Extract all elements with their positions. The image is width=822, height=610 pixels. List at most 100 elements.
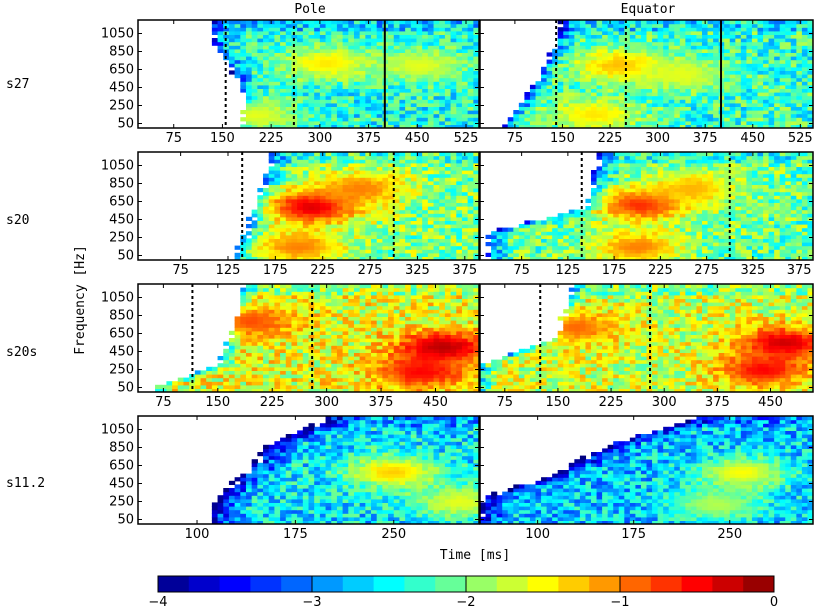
spectrogram-cell <box>729 99 736 104</box>
spectrogram-cell <box>456 249 463 254</box>
y-axis-label: Frequency [Hz] <box>73 245 88 355</box>
spectrogram-cell <box>257 206 264 211</box>
spectrogram-cell <box>405 117 412 122</box>
spectrogram-cell <box>646 231 653 236</box>
spectrogram-cell <box>433 117 440 122</box>
spectrogram-cell <box>473 242 479 247</box>
spectrogram-cell <box>359 117 366 122</box>
spectrogram-cell <box>416 41 423 46</box>
spectrogram-cell <box>596 66 603 71</box>
spectrogram-cell <box>365 173 372 178</box>
spectrogram-cell <box>263 242 270 247</box>
spectrogram-cell <box>646 56 653 61</box>
x-tick-label: 450 <box>405 131 430 146</box>
spectrogram-cell <box>629 252 636 257</box>
x-tick-label: 450 <box>740 131 765 146</box>
spectrogram-cell <box>674 231 681 236</box>
spectrogram-cell <box>596 45 603 50</box>
spectrogram-cell <box>461 70 469 75</box>
spectrogram-cell <box>365 191 372 196</box>
spectrogram-cell <box>707 30 714 35</box>
spectrogram-cell <box>629 52 636 57</box>
spectrogram-cell <box>325 224 332 229</box>
spectrogram-cell <box>382 242 389 247</box>
spectrogram-cell <box>657 238 664 243</box>
spectrogram-cell <box>467 92 474 97</box>
spectrogram-cell <box>314 256 321 260</box>
spectrogram-cell <box>624 74 631 79</box>
spectrogram-cell <box>388 188 395 193</box>
spectrogram-cell <box>308 92 315 97</box>
spectrogram-cell <box>416 162 423 167</box>
spectrogram-cell <box>342 124 349 128</box>
spectrogram-cell <box>240 74 247 79</box>
spectrogram-cell <box>602 209 609 214</box>
spectrogram-cell <box>674 99 681 104</box>
spectrogram-cell <box>729 198 736 203</box>
spectrogram-cell <box>416 209 423 214</box>
spectrogram-cell <box>422 180 429 185</box>
spectrogram-cell <box>308 191 315 196</box>
spectrogram-cell <box>629 124 636 128</box>
spectrogram-cell <box>342 188 349 193</box>
y-tick-label: 250 <box>109 99 134 114</box>
spectrogram-cell <box>579 92 587 97</box>
spectrogram-cell <box>433 70 440 75</box>
spectrogram-cell <box>336 206 344 211</box>
spectrogram-cell <box>308 41 315 46</box>
spectrogram-cell <box>568 213 575 218</box>
spectrogram-cell <box>685 220 692 225</box>
spectrogram-cell <box>348 88 355 93</box>
spectrogram-cell <box>607 106 614 111</box>
spectrogram-cell <box>807 202 813 207</box>
spectrogram-cell <box>325 180 332 185</box>
spectrogram-cell <box>613 252 620 257</box>
spectrogram-cell <box>399 56 406 61</box>
spectrogram-panel-s20-equator: 75 125 175 225 275 325 375 <box>479 151 814 278</box>
spectrogram-cell <box>563 252 570 257</box>
spectrogram-cell <box>302 34 310 39</box>
spectrogram-cell <box>257 252 264 257</box>
spectrogram-cell <box>596 20 603 25</box>
spectrogram-cell <box>646 23 653 28</box>
spectrogram-cell <box>359 227 366 232</box>
spectrogram-cell <box>690 92 698 97</box>
spectrogram-cell <box>685 224 692 229</box>
spectrogram-cell <box>585 34 592 39</box>
spectrogram-cell <box>325 41 332 46</box>
spectrogram-cell <box>702 99 709 104</box>
spectrogram-cell <box>702 238 709 243</box>
spectrogram-cell <box>663 52 670 57</box>
spectrogram-cell <box>399 191 406 196</box>
spectrogram-cell <box>763 124 770 128</box>
spectrogram-cell <box>365 188 372 193</box>
spectrogram-cell <box>585 120 592 125</box>
spectrogram-cell <box>439 99 446 104</box>
spectrogram-cell <box>657 70 664 75</box>
spectrogram-cell <box>657 216 664 221</box>
spectrogram-cell <box>640 66 648 71</box>
spectrogram-cell <box>444 198 452 203</box>
spectrogram-cell <box>359 231 366 236</box>
spectrogram-cell <box>399 227 406 232</box>
spectrogram-cell <box>263 249 270 254</box>
spectrogram-cell <box>393 227 401 232</box>
spectrogram-cell <box>433 63 440 68</box>
spectrogram-cell <box>325 92 332 97</box>
spectrogram-cell <box>439 110 446 115</box>
spectrogram-cell <box>529 231 537 236</box>
spectrogram-cell <box>629 45 636 50</box>
spectrogram-cell <box>757 74 764 79</box>
spectrogram-cell <box>546 120 553 125</box>
spectrogram-cell <box>640 120 648 125</box>
spectrogram-cell <box>280 213 287 218</box>
spectrogram-cell <box>529 113 537 118</box>
spectrogram-cell <box>245 120 253 125</box>
spectrogram-cell <box>348 27 355 32</box>
spectrogram-cell <box>467 84 474 89</box>
spectrogram-cell <box>280 84 287 89</box>
spectrogram-cell <box>336 84 344 89</box>
spectrogram-cell <box>268 63 275 68</box>
spectrogram-cell <box>257 227 264 232</box>
spectrogram-cell <box>541 242 548 247</box>
